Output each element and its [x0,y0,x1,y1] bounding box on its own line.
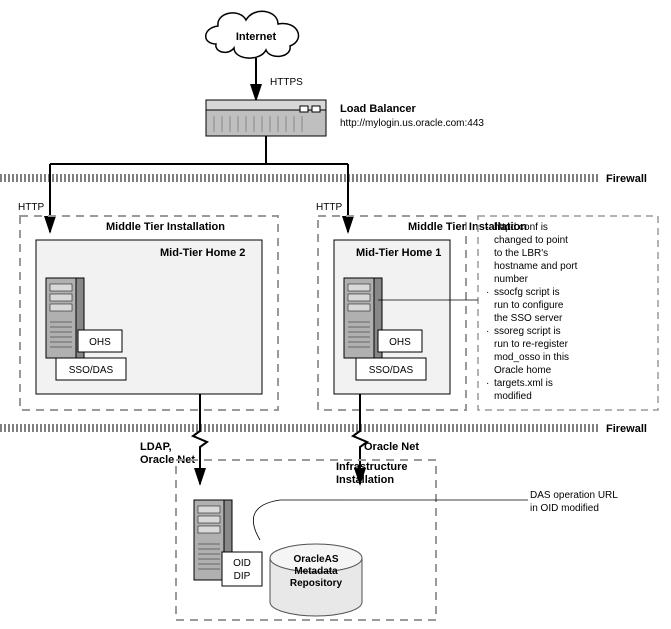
firewall-2 [0,424,600,432]
firewall-1 [0,174,600,182]
infra-note-2: in OID modified [530,503,599,514]
note-4-line-1: targets.xml is [494,378,553,389]
middle-tier-1: Middle Tier Installation Mid-Tier Home 2 O… [20,216,278,410]
note-4-line-2: modified [494,391,532,402]
note-1-line-4: hostname and port [494,261,578,272]
lb-title: Load Balancer [340,103,417,115]
http-label-1: HTTP [18,202,44,213]
db-label-1: OracleAS [293,554,338,565]
db-label-3: Repository [290,578,343,589]
note-2-line-1: ssocfg script is [494,287,560,298]
infra-title-1: Infrastructure [336,461,408,473]
inner-title-2: Mid-Tier Home 1 [356,247,441,259]
note-1-line-2: changed to point [494,235,568,246]
svg-text:·: · [486,326,489,337]
note-1-line-5: number [494,274,529,285]
ohs-label-2: OHS [389,337,411,348]
svg-text:·: · [486,287,489,298]
svg-text:Oracle Net: Oracle Net [364,441,419,453]
tier-title-1: Middle Tier Installation [106,221,225,233]
note-3-line-3: mod_osso in this [494,352,569,363]
db-label-2: Metadata [294,566,338,577]
note-2-line-2: run to configure [494,300,564,311]
ohs-label-1: OHS [89,337,111,348]
svg-text:·: · [486,378,489,389]
firewall-label-2: Firewall [606,423,647,435]
inner-title-1: Mid-Tier Home 2 [160,247,245,259]
http-label-2: HTTP [316,202,342,213]
svg-text:Oracle Net: Oracle Net [140,454,195,466]
note-3-line-1: ssoreg script is [494,326,561,337]
note-3-line-4: Oracle home [494,365,552,376]
note-1-line-1: httpd.conf is [494,222,548,233]
https-label: HTTPS [270,77,303,88]
sso-label-1: SSO/DAS [69,365,114,376]
infra-note-1: DAS operation URL [530,490,618,501]
lb-url: http://mylogin.us.oracle.com:443 [340,118,484,129]
note-3-line-2: run to re-register [494,339,569,350]
firewall-label-1: Firewall [606,173,647,185]
note-2-line-3: the SSO server [494,313,563,324]
infra-title-2: Installation [336,474,394,486]
oid-label-2: DIP [234,571,251,582]
note-1-line-3: to the LBR's [494,248,548,259]
sso-label-2: SSO/DAS [369,365,414,376]
internet-label: Internet [236,31,277,43]
svg-text:·: · [486,222,489,233]
svg-text:LDAP,: LDAP, [140,441,172,453]
oid-label-1: OID [233,558,251,569]
